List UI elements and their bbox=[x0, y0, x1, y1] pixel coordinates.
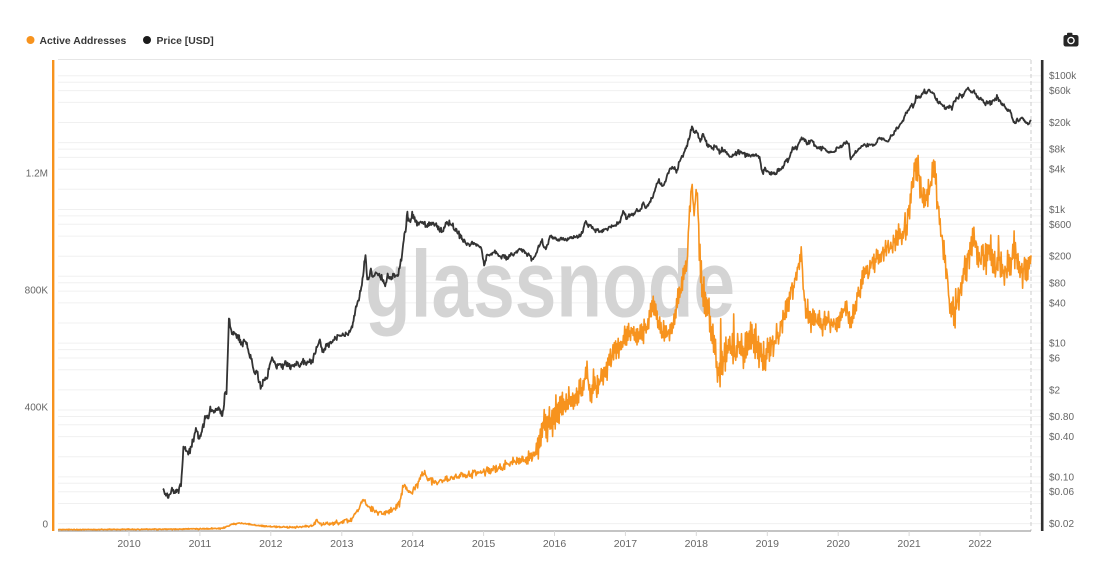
svg-text:$6: $6 bbox=[1049, 354, 1061, 365]
svg-text:2014: 2014 bbox=[401, 538, 425, 550]
svg-text:400K: 400K bbox=[25, 403, 49, 414]
svg-text:$4k: $4k bbox=[1049, 165, 1066, 176]
svg-text:$80: $80 bbox=[1049, 278, 1066, 289]
svg-text:$8k: $8k bbox=[1049, 145, 1066, 156]
svg-text:2010: 2010 bbox=[117, 538, 141, 550]
svg-text:Price [USD]: Price [USD] bbox=[157, 36, 214, 47]
svg-text:$100k: $100k bbox=[1049, 71, 1077, 82]
svg-text:$200: $200 bbox=[1049, 252, 1072, 263]
svg-text:1.2M: 1.2M bbox=[26, 169, 48, 180]
svg-text:$0.80: $0.80 bbox=[1049, 412, 1074, 423]
svg-text:$2: $2 bbox=[1049, 385, 1061, 396]
svg-text:$0.02: $0.02 bbox=[1049, 519, 1074, 530]
svg-text:$20k: $20k bbox=[1049, 118, 1072, 129]
svg-text:2011: 2011 bbox=[189, 538, 212, 550]
svg-text:2016: 2016 bbox=[543, 538, 567, 550]
svg-text:0: 0 bbox=[42, 520, 48, 531]
svg-text:2012: 2012 bbox=[259, 538, 283, 550]
svg-text:glassnode: glassnode bbox=[365, 232, 735, 338]
svg-text:2019: 2019 bbox=[756, 538, 780, 550]
svg-text:$0.10: $0.10 bbox=[1049, 472, 1074, 483]
svg-text:2020: 2020 bbox=[827, 538, 851, 550]
svg-text:2015: 2015 bbox=[472, 538, 496, 550]
svg-text:$10: $10 bbox=[1049, 339, 1066, 350]
svg-text:2018: 2018 bbox=[685, 538, 709, 550]
svg-text:Active Addresses: Active Addresses bbox=[40, 36, 127, 47]
svg-text:$1k: $1k bbox=[1049, 205, 1066, 216]
svg-text:$0.06: $0.06 bbox=[1049, 487, 1074, 498]
svg-text:$0.40: $0.40 bbox=[1049, 432, 1074, 443]
svg-text:2017: 2017 bbox=[614, 538, 638, 550]
svg-text:$60k: $60k bbox=[1049, 86, 1072, 97]
svg-text:$600: $600 bbox=[1049, 220, 1072, 231]
svg-text:2022: 2022 bbox=[968, 538, 992, 550]
svg-text:800K: 800K bbox=[25, 286, 49, 297]
svg-text:2013: 2013 bbox=[330, 538, 354, 550]
svg-text:2021: 2021 bbox=[897, 538, 921, 550]
svg-text:$40: $40 bbox=[1049, 298, 1066, 309]
